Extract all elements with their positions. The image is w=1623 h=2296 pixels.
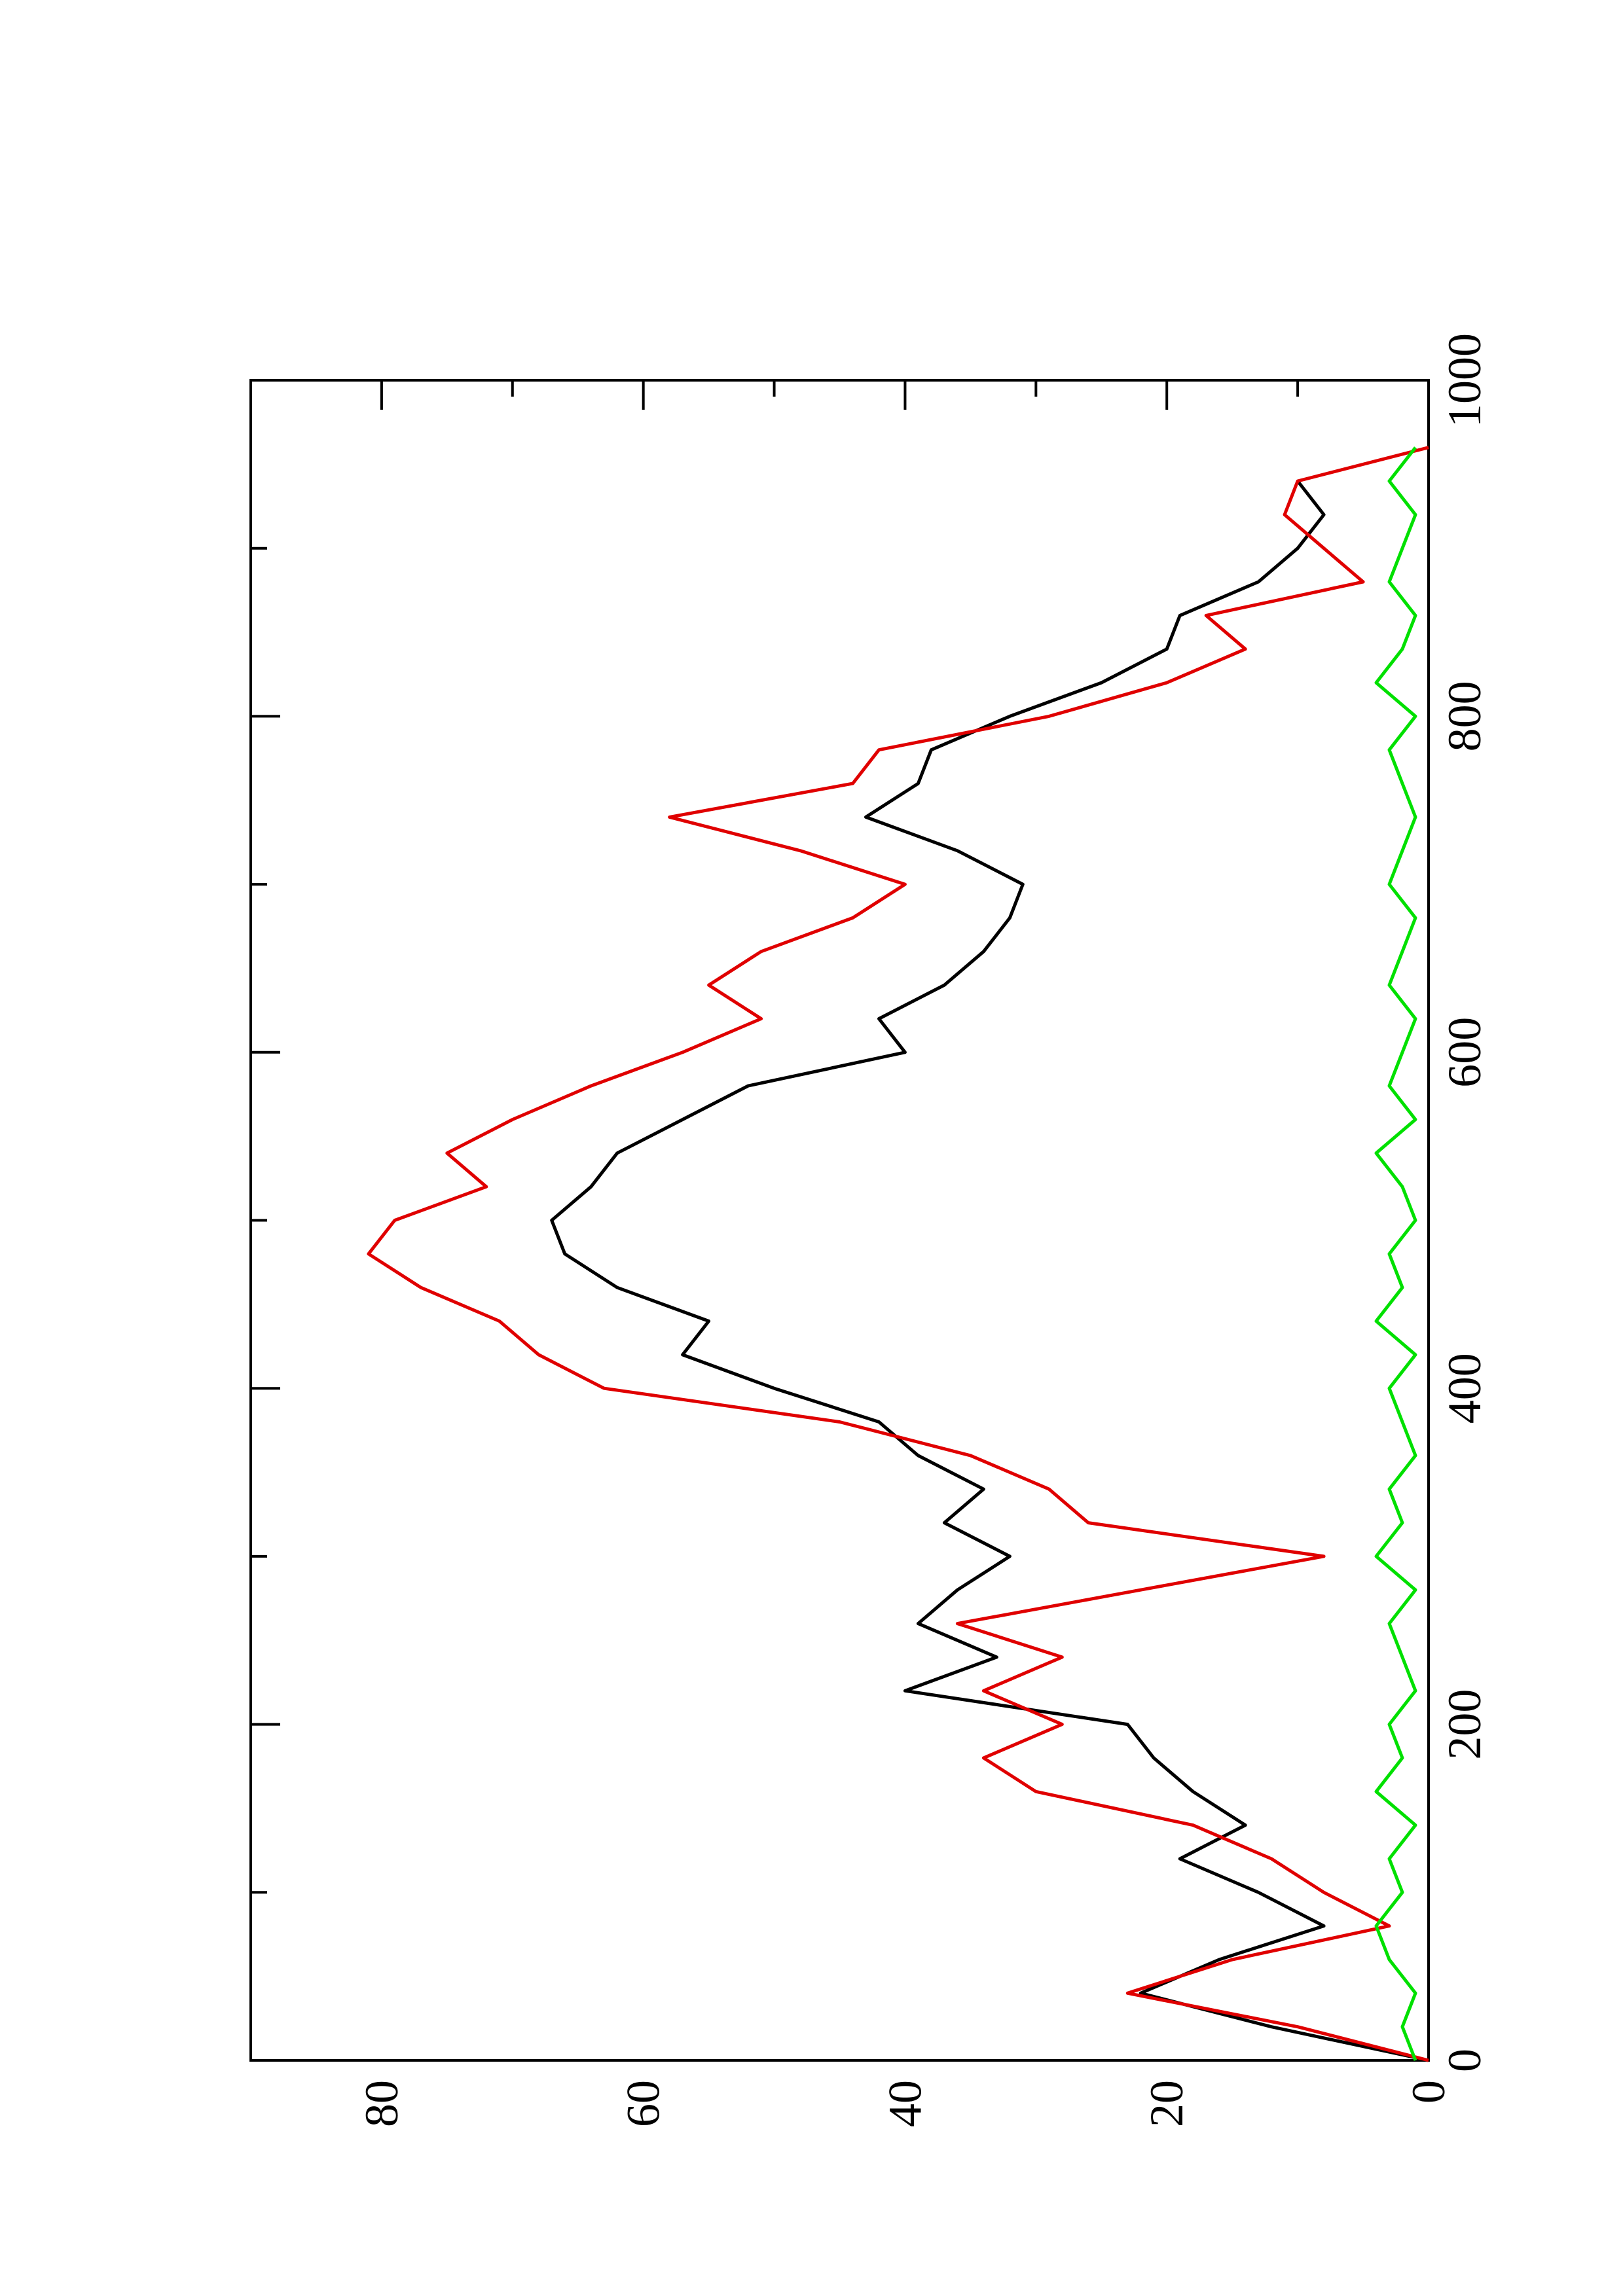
x-tick-label: 0: [1438, 2049, 1491, 2072]
y-tick-label: 40: [879, 2080, 931, 2127]
series-line: [1374, 446, 1417, 2061]
y-tick-label: 0: [1402, 2080, 1455, 2104]
y-tick-label: 20: [1140, 2080, 1193, 2127]
y-tick-label: 60: [617, 2080, 670, 2127]
plot-frame: [249, 379, 1430, 2062]
x-tick-label: 600: [1438, 1017, 1491, 1088]
x-tick-label: 1000: [1438, 333, 1491, 427]
y-tick-label: 80: [356, 2080, 408, 2127]
x-tick-label: 400: [1438, 1353, 1491, 1424]
x-tick-label: 800: [1438, 681, 1491, 751]
series-line: [367, 446, 1429, 2062]
series-line: [550, 480, 1429, 2062]
x-tick-label: 200: [1438, 1689, 1491, 1760]
